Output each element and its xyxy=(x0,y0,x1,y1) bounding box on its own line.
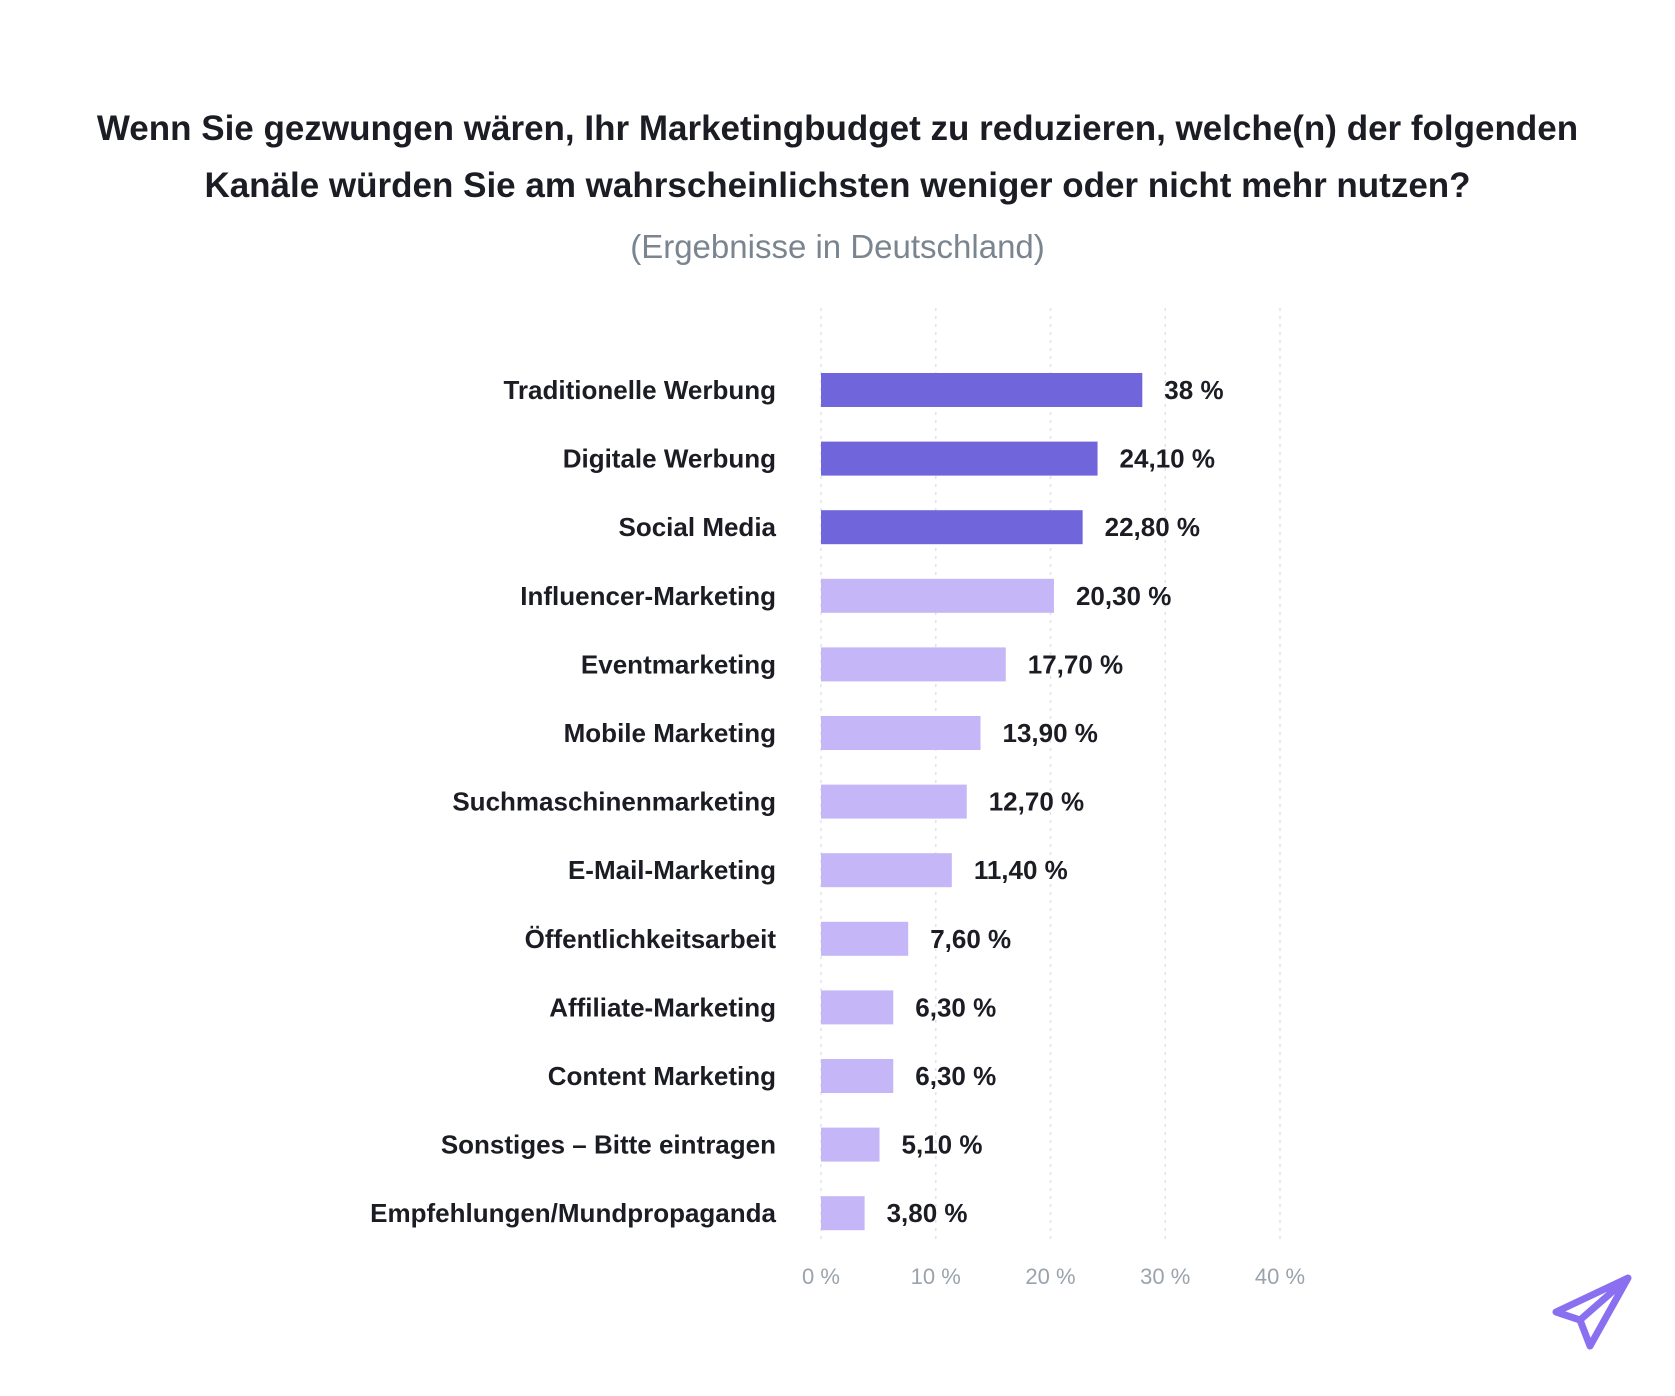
bar xyxy=(821,1127,880,1162)
bar xyxy=(821,1196,865,1231)
bar-value-label: 24,10 % xyxy=(1120,444,1215,474)
bar-value-label: 6,30 % xyxy=(915,1061,996,1091)
category-label: Digitale Werbung xyxy=(563,444,776,474)
chart-subtitle: (Ergebnisse in Deutschland) xyxy=(630,228,1045,265)
bar xyxy=(821,373,1143,407)
category-label: Affiliate-Marketing xyxy=(549,992,776,1022)
bar xyxy=(821,510,1083,545)
chart-title: Wenn Sie gezwungen wären, Ihr Marketingb… xyxy=(0,100,1675,214)
x-tick-label: 20 % xyxy=(1025,1264,1075,1289)
category-label: Öffentlichkeitsarbeit xyxy=(525,924,777,954)
bar xyxy=(821,921,909,956)
bar-value-label: 7,60 % xyxy=(930,924,1011,954)
x-tick-label: 40 % xyxy=(1255,1264,1305,1289)
category-label: Content Marketing xyxy=(548,1061,776,1091)
bar-value-label: 5,10 % xyxy=(902,1130,983,1160)
x-tick-label: 30 % xyxy=(1140,1264,1190,1289)
bar xyxy=(821,578,1054,613)
category-label: Empfehlungen/Mundpropaganda xyxy=(370,1198,776,1228)
x-tick-label: 10 % xyxy=(911,1264,961,1289)
bar xyxy=(821,647,1006,682)
category-label: Social Media xyxy=(619,512,777,542)
bar-value-label: 3,80 % xyxy=(887,1198,968,1228)
bar-value-label: 22,80 % xyxy=(1105,512,1200,542)
bar xyxy=(821,1059,894,1093)
chart-title-line-2: Kanäle würden Sie am wahrscheinlichsten … xyxy=(204,166,1471,205)
category-label: Mobile Marketing xyxy=(564,718,776,748)
bar-value-label: 38 % xyxy=(1164,375,1223,405)
category-label: Sonstiges – Bitte eintragen xyxy=(441,1130,776,1160)
x-tick-label: 0 % xyxy=(802,1264,840,1289)
category-label: Traditionelle Werbung xyxy=(503,375,776,405)
bar-value-label: 20,30 % xyxy=(1076,581,1171,611)
category-label: Suchmaschinenmarketing xyxy=(452,787,776,817)
chart-title-line-1: Wenn Sie gezwungen wären, Ihr Marketingb… xyxy=(96,109,1579,148)
bar xyxy=(821,784,967,819)
bar-value-label: 6,30 % xyxy=(915,992,996,1022)
bar-value-label: 11,40 % xyxy=(974,855,1068,885)
paper-plane-logo-icon xyxy=(1552,1274,1632,1350)
category-label: Eventmarketing xyxy=(581,649,776,679)
bar xyxy=(821,853,952,888)
bar xyxy=(821,441,1098,476)
bar-value-label: 13,90 % xyxy=(1003,718,1098,748)
bar xyxy=(821,716,981,750)
bar xyxy=(821,990,894,1025)
category-label: E-Mail-Marketing xyxy=(568,855,776,885)
bar-value-label: 17,70 % xyxy=(1028,649,1123,679)
bar-value-label: 12,70 % xyxy=(989,787,1084,817)
category-label: Influencer-Marketing xyxy=(520,581,776,611)
